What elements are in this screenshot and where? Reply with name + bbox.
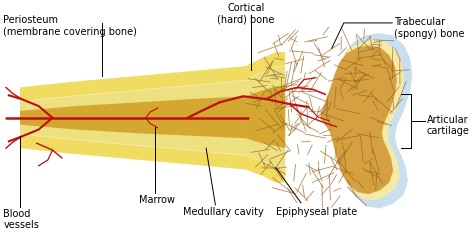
Polygon shape: [246, 156, 285, 182]
Text: Articular
cartilage: Articular cartilage: [427, 115, 469, 137]
Polygon shape: [246, 52, 285, 182]
Polygon shape: [246, 52, 285, 80]
Polygon shape: [322, 33, 412, 209]
Polygon shape: [20, 66, 248, 101]
Polygon shape: [246, 87, 285, 148]
Text: Medullary cavity: Medullary cavity: [183, 207, 264, 217]
Polygon shape: [321, 40, 404, 201]
Text: Cortical
(hard) bone: Cortical (hard) bone: [217, 3, 274, 25]
Polygon shape: [20, 81, 248, 155]
Polygon shape: [20, 134, 248, 170]
Polygon shape: [320, 46, 397, 194]
Text: Epiphyseal plate: Epiphyseal plate: [276, 207, 357, 217]
Polygon shape: [20, 96, 248, 138]
Text: Trabecular
(spongy) bone: Trabecular (spongy) bone: [394, 17, 465, 39]
Polygon shape: [246, 67, 285, 169]
Text: Blood
vessels: Blood vessels: [3, 209, 39, 230]
Polygon shape: [20, 66, 248, 170]
Text: Marrow: Marrow: [139, 195, 175, 205]
Text: Periosteum
(membrane covering bone): Periosteum (membrane covering bone): [3, 15, 137, 37]
